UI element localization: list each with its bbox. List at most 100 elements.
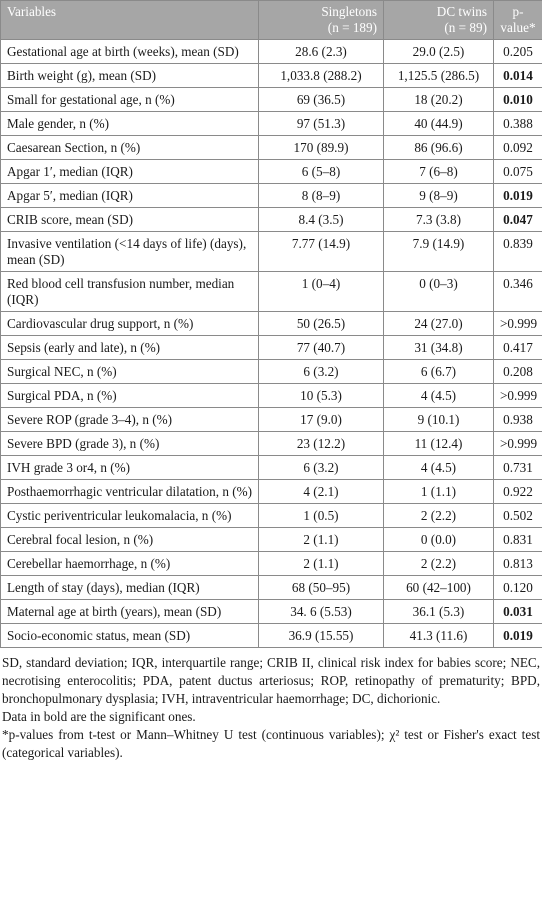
value-cell: 0.346 — [493, 271, 542, 312]
variable-cell: Cardiovascular drug support, n (%) — [0, 311, 259, 336]
value-cell: 0.922 — [493, 479, 542, 504]
variable-cell: Surgical PDA, n (%) — [0, 383, 259, 408]
header-text: Singletons — [321, 4, 377, 19]
variable-cell: Birth weight (g), mean (SD) — [0, 63, 259, 88]
header-cell: DC twins (n = 89) — [383, 0, 494, 40]
table-row: Severe ROP (grade 3–4), n (%) 17 (9.0) 9 (… — [0, 407, 542, 432]
data-table: Variables Singletons (n = 189) DC twins (n… — [0, 0, 542, 648]
table-row: Surgical NEC, n (%) 6 (3.2) 6 (6.7) 0.208 — [0, 359, 542, 384]
variable-cell: Apgar 5′, median (IQR) — [0, 183, 259, 208]
value-cell: 4 (4.5) — [383, 383, 494, 408]
value-cell: 6 (3.2) — [258, 455, 384, 480]
value-cell: 0.502 — [493, 503, 542, 528]
value-cell: 0.205 — [493, 39, 542, 64]
header-text: DC twins — [436, 4, 487, 19]
table-row: Length of stay (days), median (IQR) 68 (5… — [0, 575, 542, 600]
variable-cell: Small for gestational age, n (%) — [0, 87, 259, 112]
variable-cell: IVH grade 3 or4, n (%) — [0, 455, 259, 480]
value-cell: 0.831 — [493, 527, 542, 552]
footnote: *p-values from t-test or Mann–Whitney U … — [2, 727, 540, 760]
footnote: SD, standard deviation; IQR, interquarti… — [2, 655, 540, 706]
value-cell: 40 (44.9) — [383, 111, 494, 136]
table-row: IVH grade 3 or4, n (%) 6 (3.2) 4 (4.5) 0.73… — [0, 455, 542, 480]
value-cell: 97 (51.3) — [258, 111, 384, 136]
table-row: Cardiovascular drug support, n (%) 50 (26… — [0, 311, 542, 336]
value-cell: 9 (10.1) — [383, 407, 494, 432]
value-cell: 4 (2.1) — [258, 479, 384, 504]
variable-cell: CRIB score, mean (SD) — [0, 207, 259, 232]
value-cell: 0.938 — [493, 407, 542, 432]
header-cell: p-value* — [493, 0, 542, 40]
value-cell: 7.9 (14.9) — [383, 231, 494, 272]
value-cell: 0 (0–3) — [383, 271, 494, 312]
value-cell: 9 (8–9) — [383, 183, 494, 208]
table-row: Birth weight (g), mean (SD) 1,033.8 (288.… — [0, 63, 542, 88]
variable-cell: Male gender, n (%) — [0, 111, 259, 136]
variable-cell: Invasive ventilation (<14 days of life) … — [0, 231, 259, 272]
value-cell: 0.388 — [493, 111, 542, 136]
value-cell: 11 (12.4) — [383, 431, 494, 456]
value-cell: 23 (12.2) — [258, 431, 384, 456]
value-cell: 34. 6 (5.53) — [258, 599, 384, 624]
value-cell: 2 (1.1) — [258, 527, 384, 552]
value-cell: 1 (1.1) — [383, 479, 494, 504]
value-cell: 7.3 (3.8) — [383, 207, 494, 232]
value-cell: 10 (5.3) — [258, 383, 384, 408]
table-row: Cerebellar haemorrhage, n (%) 2 (1.1) 2 (2… — [0, 551, 542, 576]
value-cell: 1,033.8 (288.2) — [258, 63, 384, 88]
value-cell: 0.019 — [493, 623, 542, 648]
value-cell: 17 (9.0) — [258, 407, 384, 432]
header-n: (n = 89) — [444, 20, 487, 35]
value-cell: 50 (26.5) — [258, 311, 384, 336]
table-row: Surgical PDA, n (%) 10 (5.3) 4 (4.5) >0.999 — [0, 383, 542, 408]
value-cell: 29.0 (2.5) — [383, 39, 494, 64]
value-cell: >0.999 — [493, 383, 542, 408]
value-cell: 41.3 (11.6) — [383, 623, 494, 648]
table-row: Socio-economic status, mean (SD) 36.9 (15… — [0, 623, 542, 648]
variable-cell: Severe ROP (grade 3–4), n (%) — [0, 407, 259, 432]
variable-cell: Sepsis (early and late), n (%) — [0, 335, 259, 360]
header-cell: Singletons (n = 189) — [258, 0, 384, 40]
value-cell: 0.019 — [493, 183, 542, 208]
table-row: Sepsis (early and late), n (%) 77 (40.7) 3… — [0, 335, 542, 360]
variable-cell: Cerebellar haemorrhage, n (%) — [0, 551, 259, 576]
value-cell: 36.1 (5.3) — [383, 599, 494, 624]
value-cell: 86 (96.6) — [383, 135, 494, 160]
table-row: Cerebral focal lesion, n (%) 2 (1.1) 0 (0.… — [0, 527, 542, 552]
value-cell: 8.4 (3.5) — [258, 207, 384, 232]
value-cell: 0 (0.0) — [383, 527, 494, 552]
table-row: Severe BPD (grade 3), n (%) 23 (12.2) 11 (… — [0, 431, 542, 456]
value-cell: 6 (6.7) — [383, 359, 494, 384]
table-row: Posthaemorrhagic ventricular dilatation,… — [0, 479, 542, 504]
variable-cell: Gestational age at birth (weeks), mean (… — [0, 39, 259, 64]
value-cell: 0.075 — [493, 159, 542, 184]
value-cell: >0.999 — [493, 431, 542, 456]
value-cell: 0.031 — [493, 599, 542, 624]
value-cell: 0.014 — [493, 63, 542, 88]
table-row: Apgar 5′, median (IQR) 8 (8–9) 9 (8–9) 0.01… — [0, 183, 542, 208]
table-body: Gestational age at birth (weeks), mean (… — [0, 39, 542, 648]
value-cell: 7 (6–8) — [383, 159, 494, 184]
value-cell: 0.417 — [493, 335, 542, 360]
variable-cell: Maternal age at birth (years), mean (SD) — [0, 599, 259, 624]
table-row: Cystic periventricular leukomalacia, n (… — [0, 503, 542, 528]
variable-cell: Red blood cell transfusion number, media… — [0, 271, 259, 312]
table-row: Gestational age at birth (weeks), mean (… — [0, 39, 542, 64]
header-n: (n = 189) — [327, 20, 377, 35]
value-cell: 7.77 (14.9) — [258, 231, 384, 272]
value-cell: 0.731 — [493, 455, 542, 480]
header-row: Variables Singletons (n = 189) DC twins (n… — [0, 0, 542, 40]
header-cell: Variables — [0, 0, 259, 40]
value-cell: 2 (1.1) — [258, 551, 384, 576]
value-cell: 0.813 — [493, 551, 542, 576]
value-cell: 0.120 — [493, 575, 542, 600]
value-cell: 0.010 — [493, 87, 542, 112]
variable-cell: Apgar 1′, median (IQR) — [0, 159, 259, 184]
variable-cell: Cystic periventricular leukomalacia, n (… — [0, 503, 259, 528]
value-cell: 31 (34.8) — [383, 335, 494, 360]
value-cell: 6 (5–8) — [258, 159, 384, 184]
variable-cell: Length of stay (days), median (IQR) — [0, 575, 259, 600]
value-cell: 0.208 — [493, 359, 542, 384]
value-cell: 36.9 (15.55) — [258, 623, 384, 648]
